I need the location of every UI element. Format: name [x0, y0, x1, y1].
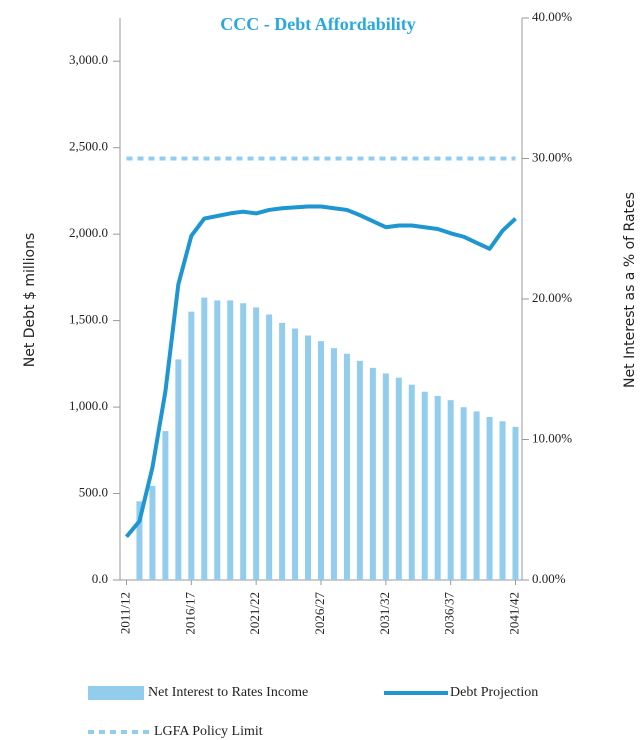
y-tick-label: 2,500.0 — [69, 139, 108, 154]
y2-tick-label: 0.00% — [532, 571, 566, 586]
bar — [279, 322, 286, 580]
x-tick-label: 2031/32 — [377, 592, 392, 635]
line — [124, 204, 517, 539]
x-tick-label: 2036/37 — [442, 592, 457, 635]
bar — [214, 300, 221, 580]
y2-tick-label: 30.00% — [532, 149, 572, 164]
bar — [136, 501, 143, 580]
bar — [253, 307, 260, 580]
legend-label: LGFA Policy Limit — [154, 724, 263, 739]
y-tick-label: 1,000.0 — [69, 398, 108, 413]
x-tick-label: 2011/12 — [117, 592, 132, 634]
y-tick-label: 0.0 — [92, 571, 108, 586]
bar — [188, 311, 195, 580]
bar — [408, 384, 415, 580]
y-axis-title: Net Debt $ millions — [22, 233, 38, 368]
bar — [330, 348, 337, 580]
bar — [305, 335, 312, 580]
bar — [486, 417, 493, 580]
x-tick-label: 2041/42 — [507, 592, 522, 635]
bar — [240, 303, 247, 580]
bar — [149, 485, 156, 580]
bar — [266, 314, 273, 580]
bar — [343, 353, 350, 580]
x-tick-label: 2021/22 — [247, 592, 262, 635]
y-tick-label: 2,000.0 — [69, 225, 108, 240]
y2-tick-label: 40.00% — [532, 9, 572, 24]
bar — [512, 426, 519, 580]
y-tick-label: 500.0 — [79, 485, 108, 500]
bar — [447, 400, 454, 580]
bar — [460, 407, 467, 580]
bar — [382, 373, 389, 580]
bar — [356, 360, 363, 580]
bar — [318, 341, 324, 580]
bar — [162, 431, 169, 580]
y2-tick-label: 20.00% — [532, 290, 572, 305]
x-tick-label: 2016/17 — [182, 592, 197, 635]
bar — [227, 300, 234, 580]
legend-label: Net Interest to Rates Income — [148, 685, 308, 700]
bar — [421, 391, 428, 580]
y2-tick-label: 10.00% — [532, 430, 572, 445]
y2-axis-title: Net Interest as a % of Rates — [622, 192, 638, 388]
bar — [499, 421, 506, 580]
legend-swatch — [88, 686, 144, 700]
bar — [369, 367, 376, 580]
bar — [175, 359, 182, 580]
bar — [201, 297, 208, 580]
y-tick-label: 1,500.0 — [69, 312, 108, 327]
bar — [292, 328, 299, 580]
bar — [473, 411, 480, 580]
y-tick-label: 3,000.0 — [69, 52, 108, 67]
x-tick-label: 2026/27 — [312, 592, 327, 635]
bar — [434, 395, 441, 580]
bar — [395, 377, 402, 580]
legend-label: Debt Projection — [450, 685, 538, 700]
chart-title: CCC - Debt Affordability — [220, 14, 416, 34]
